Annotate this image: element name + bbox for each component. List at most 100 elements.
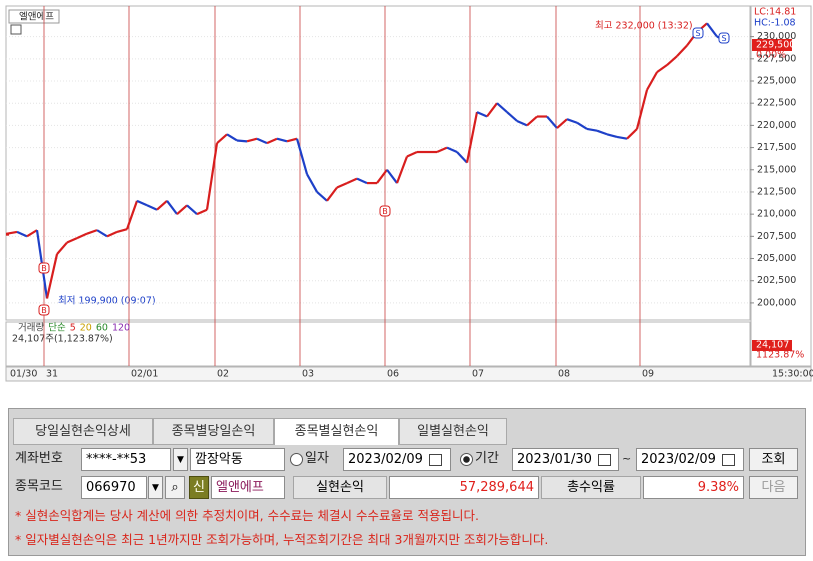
- volume-box: [752, 340, 792, 351]
- dropdown[interactable]: ▼: [148, 476, 163, 499]
- volume-legend: 20: [80, 323, 92, 334]
- new-badge[interactable]: 신: [189, 476, 209, 499]
- price-segment: [246, 137, 258, 143]
- price-segment: [326, 186, 338, 202]
- query-button[interactable]: 조회: [749, 448, 798, 471]
- price-segment: [346, 177, 358, 185]
- price-segment: [86, 229, 98, 235]
- price-segment: [476, 111, 488, 118]
- price-segment: [376, 169, 388, 184]
- y-tick-label: 212,500: [757, 186, 796, 197]
- date-input[interactable]: 2023/01/30: [512, 448, 619, 471]
- volume-legend: 60: [96, 323, 108, 334]
- volume-info: 24,107주(1,123.87%): [12, 334, 113, 345]
- y-tick-label: 222,500: [757, 98, 796, 109]
- date: 2023/02/09: [641, 452, 716, 467]
- price-segment: [266, 137, 278, 145]
- marker-label: B: [382, 207, 388, 216]
- price-segment: [16, 230, 28, 238]
- y-tick-label: 230,000: [757, 31, 796, 42]
- price-segment: [176, 204, 188, 215]
- marker-label: S: [721, 34, 726, 43]
- price-segment: [586, 127, 598, 132]
- y-tick-label: 205,000: [757, 253, 796, 264]
- y-tick-label: 225,000: [757, 76, 796, 87]
- price-segment: [256, 137, 268, 145]
- price-segment: [286, 137, 298, 143]
- title-box: [8, 9, 60, 24]
- price-segment: [526, 115, 538, 127]
- label: 일자: [305, 451, 329, 466]
- price-segment: [626, 128, 638, 140]
- price-segment: [486, 102, 498, 118]
- price-segment: [386, 169, 398, 184]
- volume-pane: [5, 321, 751, 367]
- end-time: 15:30:00: [772, 369, 813, 380]
- x-tick-label: 01/30: [10, 369, 37, 380]
- lc-label: LC:14.81: [754, 7, 796, 18]
- label: 기간: [475, 451, 499, 466]
- price-segment: [356, 177, 368, 185]
- price-segment: [316, 191, 328, 202]
- current-change: 0.00%: [756, 50, 786, 61]
- price-segment: [276, 137, 288, 143]
- price-segment: [465, 111, 479, 163]
- tab[interactable]: 일별실현손익: [399, 418, 507, 445]
- price-segment: [136, 199, 148, 207]
- separator: ~: [622, 452, 632, 465]
- account-input[interactable]: ****-**53: [81, 448, 171, 471]
- price-segment: [125, 200, 139, 230]
- tab[interactable]: 종목별실현손익: [274, 418, 399, 445]
- marker-label: S: [695, 29, 700, 38]
- dropdown[interactable]: ▼: [173, 448, 188, 471]
- price-segment: [205, 142, 219, 210]
- price-segment: [56, 241, 68, 255]
- tab[interactable]: 종목별당일손익: [153, 418, 274, 445]
- tab[interactable]: 당일실현손익상세: [13, 418, 153, 445]
- trade-marker: [38, 304, 50, 316]
- low-label: 최저 199,900 (09:07): [58, 296, 156, 307]
- volume-legend: 120: [112, 323, 130, 334]
- x-tick-label: 07: [472, 369, 484, 380]
- price-segment: [45, 253, 59, 299]
- price-segment: [646, 71, 658, 91]
- price-segment: [446, 146, 458, 154]
- code-input[interactable]: 066970: [81, 476, 147, 499]
- price-segment: [666, 55, 678, 66]
- volume-legend: 5: [70, 323, 76, 334]
- return-value: 9.38%: [643, 476, 744, 499]
- price-pane: [5, 5, 751, 321]
- price-segment: [606, 133, 618, 138]
- label: 실현손익: [293, 476, 387, 499]
- hc-label: HC:-1.08: [754, 18, 796, 29]
- owner-field: 깜장악동: [190, 448, 285, 471]
- note: * 일자별실현손익은 최근 1년까지만 조회가능하며, 누적조회기간은 최대 3…: [15, 529, 799, 551]
- price-segment: [556, 118, 568, 129]
- price-segment: [76, 232, 88, 240]
- price-segment: [566, 118, 578, 124]
- radio-range[interactable]: [460, 453, 473, 466]
- y-tick-label: 227,500: [757, 53, 796, 64]
- y-tick-label: 202,500: [757, 275, 796, 286]
- price-segment: [596, 129, 608, 136]
- chart-title: 엘앤에프: [19, 12, 54, 23]
- price-segment: [635, 89, 649, 130]
- high-label: 최고 232,000 (13:32): [595, 21, 693, 32]
- date-input[interactable]: 2023/02/09: [636, 448, 744, 471]
- date-input[interactable]: 2023/02/09: [343, 448, 451, 471]
- trade-marker: [379, 205, 391, 217]
- radio-single[interactable]: [290, 453, 303, 466]
- price-segment: [216, 133, 228, 144]
- price-segment: [676, 44, 688, 57]
- search-button[interactable]: ⌕: [165, 476, 185, 499]
- next-button[interactable]: 다음: [749, 476, 798, 499]
- name-field: 엘앤에프: [211, 476, 285, 499]
- price-segment: [496, 102, 508, 113]
- volume-now: 24,107: [756, 340, 789, 351]
- marker-label: B: [41, 306, 47, 315]
- x-tick-label: 02: [217, 369, 229, 380]
- x-axis-pane: [5, 366, 812, 382]
- y-axis-pane: [750, 5, 812, 367]
- price-segment: [336, 182, 348, 189]
- date: 2023/01/30: [517, 452, 592, 467]
